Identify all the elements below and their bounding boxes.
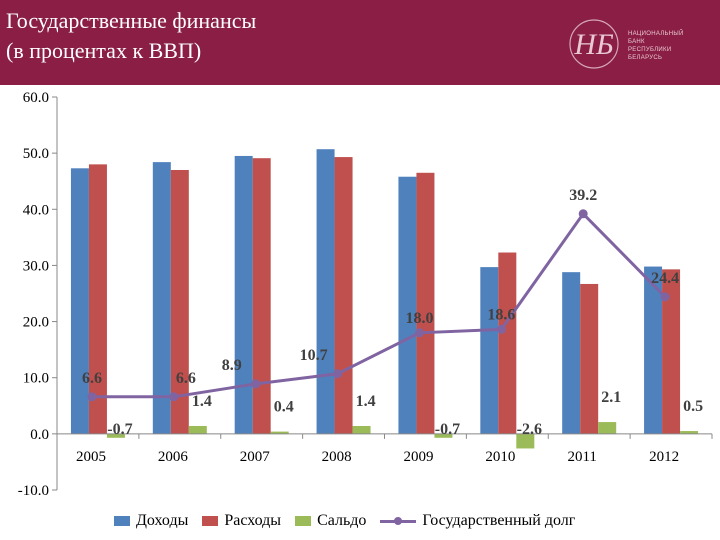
balance-bar [188, 425, 207, 434]
x-tick-label: 2007 [240, 449, 271, 465]
balance-data-label: -0.7 [435, 421, 460, 438]
bank-logo-icon: НБ [569, 19, 619, 69]
legend-label-revenue: Доходы [136, 512, 189, 529]
bank-name-line: РЕСПУБЛИКИ [628, 47, 672, 53]
revenue-bar [480, 267, 499, 434]
balance-bar [680, 431, 699, 434]
debt-point [333, 369, 343, 379]
balance-bar [352, 425, 371, 434]
bars [70, 149, 699, 449]
finance-chart: -10.00.010.020.030.040.050.060.0 2005 200… [18, 90, 713, 499]
header-banner: Государственные финансы (в процентах к В… [0, 0, 720, 85]
balance-bar [270, 431, 289, 434]
debt-data-label: 18.6 [487, 306, 515, 323]
x-tick-label: 2011 [567, 449, 596, 465]
x-tick-label: 2009 [403, 449, 433, 465]
expenditure-bar [252, 158, 271, 434]
expenditure-bar [88, 164, 107, 434]
debt-point [87, 392, 97, 402]
x-tick-label: 2008 [322, 449, 352, 465]
balance-data-label: 1.4 [356, 393, 376, 410]
bank-name: НАЦИОНАЛЬНЫЙ БАНК РЕСПУБЛИКИ БЕЛАРУСЬ [628, 30, 684, 62]
debt-line [91, 211, 667, 399]
debt-point [169, 392, 179, 402]
debt-data-label: 18.0 [405, 310, 433, 327]
balance-data-label: 1.4 [192, 393, 212, 410]
debt-data-label: 24.4 [651, 270, 679, 287]
expenditure-bar [334, 157, 353, 434]
balance-bar [598, 422, 617, 434]
revenue-bar [562, 272, 581, 434]
balance-data-label: 2.1 [601, 389, 621, 406]
y-tick-label: 0.0 [30, 427, 49, 443]
debt-series [87, 209, 670, 402]
revenue-bar [70, 168, 89, 434]
bank-name-line: БАНК [628, 39, 645, 45]
debt-point [496, 324, 506, 334]
legend-swatch-balance [295, 516, 312, 526]
balance-data-label: 0.5 [683, 398, 703, 415]
revenue-bar [398, 176, 417, 434]
title-line-2: (в процентах к ВВП) [6, 38, 202, 63]
expenditure-bar [498, 252, 517, 434]
revenue-bar [644, 266, 663, 434]
debt-data-label: 39.2 [569, 187, 597, 204]
legend-label-balance: Сальдо [317, 512, 367, 529]
y-tick-label: 40.0 [23, 202, 49, 218]
debt-point [660, 292, 670, 302]
balance-data-label: -0.7 [107, 421, 132, 438]
y-tick-label: 30.0 [23, 258, 49, 274]
expenditure-bar [662, 269, 681, 434]
expenditure-bar [580, 283, 599, 434]
legend-item-expenditure: Расходы [202, 512, 281, 530]
balance-data-label: -2.6 [517, 421, 542, 438]
debt-data-label: 6.6 [176, 370, 196, 387]
revenue-bar [316, 149, 335, 434]
balance-bar [106, 433, 125, 438]
debt-point [414, 328, 424, 338]
data-labels: 6.6 6.6 8.9 10.7 18.0 18.6 39.2 24.4 -0.7 1.4 0.4 1… [82, 187, 703, 438]
debt-point [251, 379, 261, 389]
y-tick-label: 20.0 [23, 315, 49, 331]
legend-item-revenue: Доходы [114, 512, 188, 530]
y-tick-label: 60.0 [23, 90, 49, 106]
bank-name-line: БЕЛАРУСЬ [628, 55, 663, 61]
debt-data-label: 6.6 [82, 370, 102, 387]
debt-data-label: 8.9 [222, 357, 242, 374]
page-title: Государственные финансы (в процентах к В… [6, 6, 256, 66]
balance-data-label: 0.4 [274, 399, 294, 416]
legend-item-debt: Государственный долг [380, 512, 575, 530]
revenue-bar [234, 155, 253, 434]
x-tick-label: 2010 [485, 449, 515, 465]
y-axis: -10.0 0.0 10.0 20.0 30.0 40.0 50.0 60.0 [18, 90, 58, 499]
y-tick-label: 10.0 [23, 371, 49, 387]
debt-point [578, 209, 588, 219]
balance-bar [434, 433, 453, 438]
title-line-1: Государственные финансы [6, 8, 257, 33]
y-tick-label: 50.0 [23, 146, 49, 162]
legend-item-balance: Сальдо [295, 512, 366, 530]
x-tick-label: 2012 [649, 449, 679, 465]
expenditure-bar [170, 169, 189, 434]
legend-swatch-debt [380, 516, 417, 526]
x-tick-label: 2005 [76, 449, 106, 465]
expenditure-bar [416, 172, 435, 434]
x-axis: 2005 2006 2007 2008 2009 2010 2011 2012 [56, 433, 713, 465]
legend-swatch-expenditure [202, 516, 219, 526]
bank-name-line: НАЦИОНАЛЬНЫЙ [628, 31, 684, 37]
balance-bar [516, 433, 535, 449]
x-tick-label: 2006 [158, 449, 189, 465]
legend-swatch-revenue [114, 516, 130, 526]
legend-label-expenditure: Расходы [224, 512, 282, 529]
legend: Доходы Расходы Сальдо Государственный до… [114, 510, 589, 532]
logo-monogram: НБ [573, 28, 614, 61]
legend-label-debt: Государственный долг [422, 512, 576, 529]
revenue-bar [152, 162, 171, 434]
y-tick-label: -10.0 [18, 483, 49, 499]
debt-data-label: 10.7 [300, 347, 328, 364]
